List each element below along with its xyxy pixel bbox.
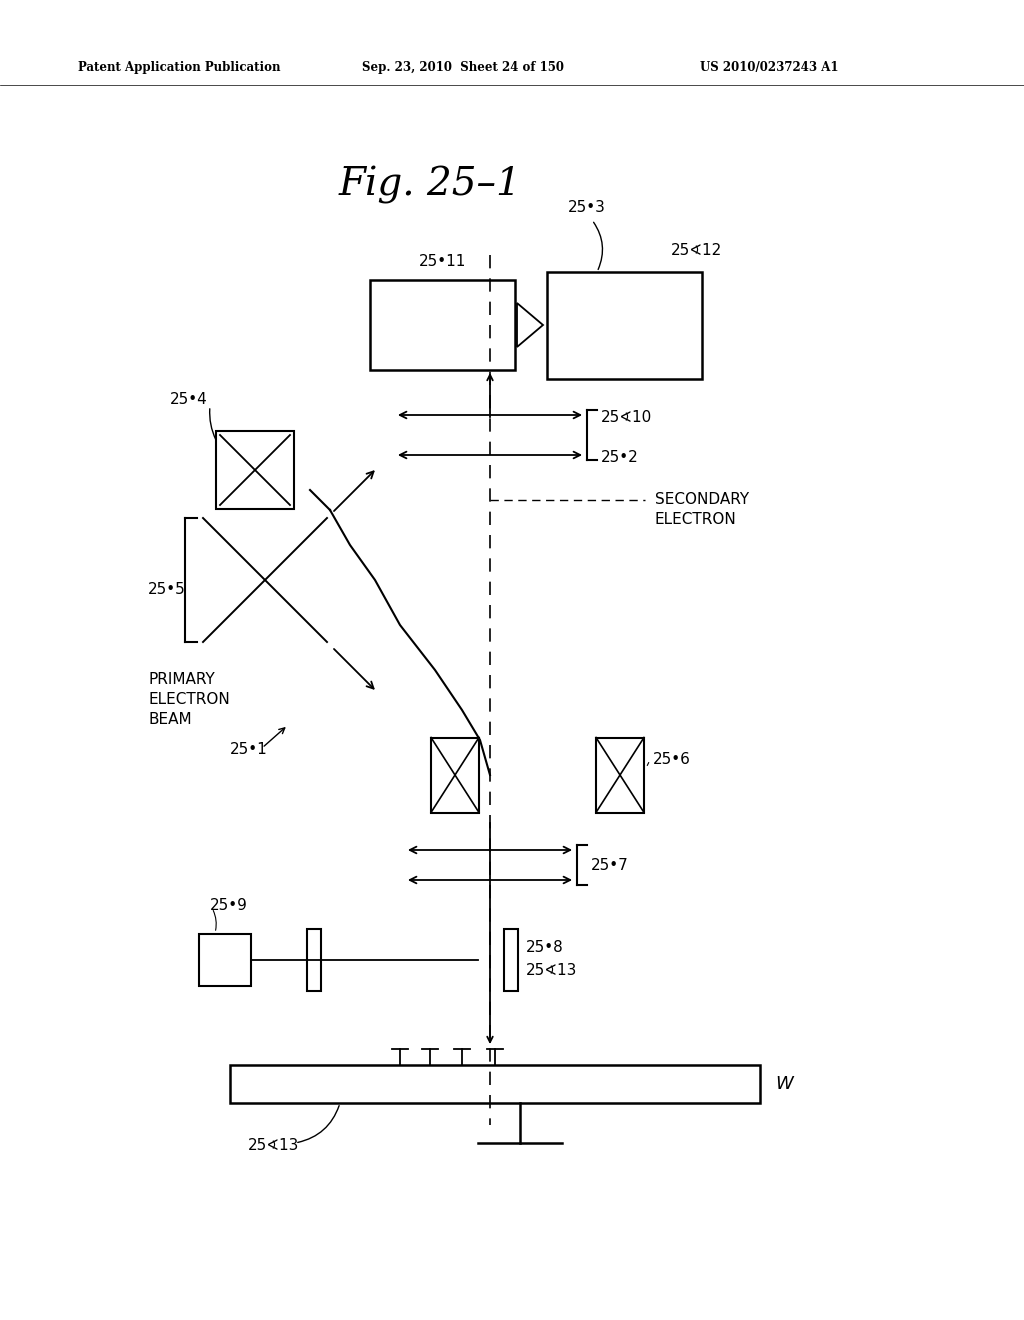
Text: 25∢10: 25∢10 [601,409,652,425]
Bar [504,929,518,991]
Text: 25•9: 25•9 [210,898,248,912]
Text: W: W [775,1074,793,1093]
Text: SECONDARY
ELECTRON: SECONDARY ELECTRON [655,492,750,527]
Text: 25•11: 25•11 [419,255,466,269]
Text: 25∢12: 25∢12 [672,243,723,257]
Bar [370,280,515,370]
Text: Fig. 25–1: Fig. 25–1 [339,166,521,205]
Text: Sep. 23, 2010  Sheet 24 of 150: Sep. 23, 2010 Sheet 24 of 150 [362,62,564,74]
Bar [230,1065,760,1104]
Bar [199,935,251,986]
Text: 25•3: 25•3 [568,199,606,214]
Text: 25•5: 25•5 [148,582,185,598]
Bar [547,272,702,379]
Text: 25•8: 25•8 [526,940,564,956]
Text: 25∢13: 25∢13 [248,1138,299,1152]
Text: 25•1: 25•1 [230,742,267,758]
Text: US 2010/0237243 A1: US 2010/0237243 A1 [700,62,839,74]
Bar [307,929,321,991]
Text: PRIMARY
ELECTRON
BEAM: PRIMARY ELECTRON BEAM [148,672,229,726]
Text: Patent Application Publication: Patent Application Publication [78,62,281,74]
Text: 25•4: 25•4 [170,392,208,408]
Text: 25•7: 25•7 [591,858,629,873]
Text: 25•6: 25•6 [653,752,691,767]
Bar [596,738,644,813]
Text: 25•2: 25•2 [601,450,639,465]
Text: 25∢13: 25∢13 [526,962,578,978]
Bar [431,738,479,813]
